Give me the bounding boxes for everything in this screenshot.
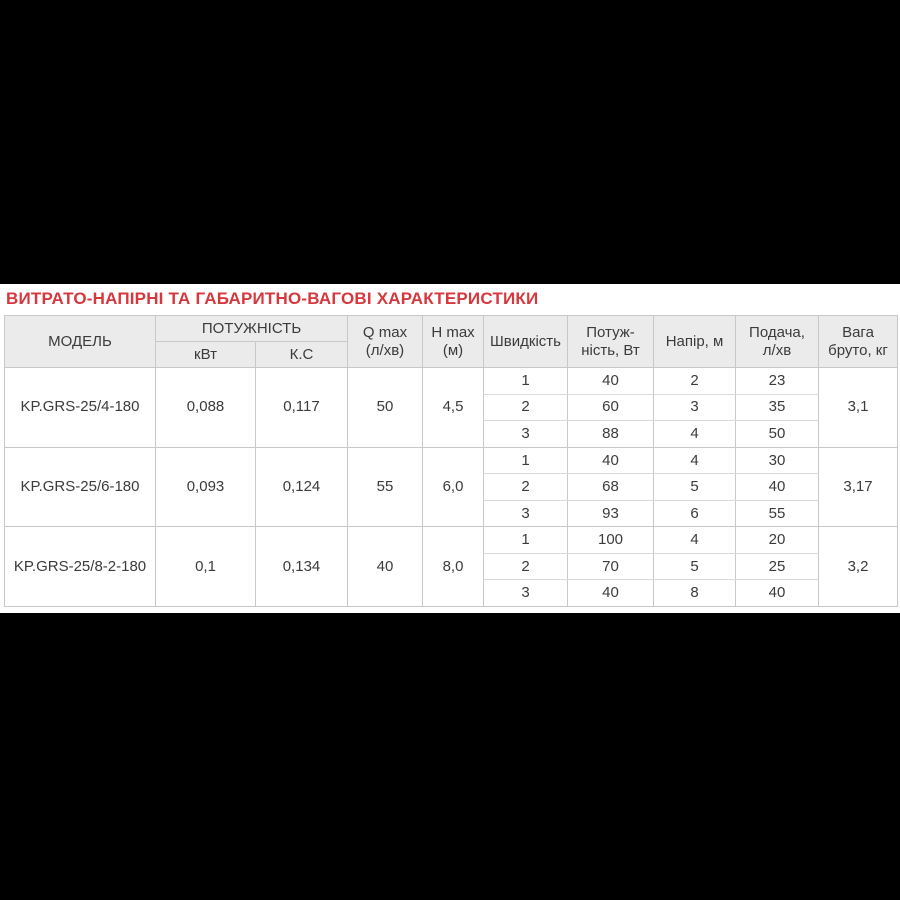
speed-cell: 3 [483,420,568,448]
qmax-cell: 55 [347,446,423,528]
col-header-model: МОДЕЛЬ [4,315,156,368]
col-header-power-watt: Потуж- ність, Вт [567,315,654,368]
col-header-qmax-line2: (л/хв) [365,341,405,359]
flow-cell: 55 [735,499,819,528]
flow-cell: 35 [735,393,819,422]
table-row: KP.GRS-25/8-2-180 0,1 0,134 40 8,0 1 100… [4,526,898,607]
model-group: KP.GRS-25/6-180 0,093 0,124 55 6,0 1 40 … [4,446,898,528]
table-row: 3 88 4 50 [5,420,898,448]
weight-cell: 3,17 [818,446,898,528]
power-watt-cell: 70 [567,552,654,581]
table-row: 2 70 5 25 [5,552,898,581]
col-header-flow: Подача, л/хв [735,315,819,368]
kw-cell: 0,088 [155,367,256,448]
power-watt-cell: 68 [567,473,654,501]
col-header-power-watt-line2: ність, Вт [581,341,640,359]
flow-cell: 40 [735,473,819,501]
table-row: KP.GRS-25/4-180 0,088 0,117 50 4,5 1 40 … [4,367,898,448]
qmax-cell: 50 [347,367,423,448]
col-header-hp: К.С [255,341,348,368]
table-row: 2 68 5 40 [5,473,898,501]
flow-cell: 20 [735,526,819,554]
flow-cell: 23 [735,367,819,395]
flow-cell: 30 [735,446,819,475]
model-group: KP.GRS-25/4-180 0,088 0,117 50 4,5 1 40 … [4,367,898,448]
col-header-qmax: Q max (л/хв) [347,315,423,368]
hp-cell: 0,117 [255,367,348,448]
power-watt-cell: 40 [567,367,654,395]
col-header-speed: Швидкість [483,315,568,368]
head-cell: 4 [653,526,736,554]
table-header: МОДЕЛЬ ПОТУЖНІСТЬ Q max (л/хв) H max (м)… [4,315,898,368]
head-cell: 3 [653,393,736,422]
head-cell: 4 [653,446,736,475]
hmax-cell: 8,0 [422,526,484,607]
col-header-weight-line2: бруто, кг [828,341,888,359]
weight-cell: 3,2 [818,526,898,607]
speed-cell: 2 [483,473,568,501]
col-header-qmax-line1: Q max [362,323,408,341]
col-header-hmax: H max (м) [422,315,484,368]
power-watt-cell: 40 [567,579,654,607]
head-cell: 4 [653,420,736,448]
col-header-hmax-line1: H max [431,323,475,341]
head-cell: 8 [653,579,736,607]
speed-cell: 3 [483,579,568,607]
content-area: ВИТРАТО-НАПІРНІ ТА ГАБАРИТНО-ВАГОВІ ХАРА… [0,284,900,613]
model-cell: KP.GRS-25/6-180 [4,446,156,528]
kw-cell: 0,1 [155,526,256,607]
table-row: 3 93 6 55 [5,499,898,528]
col-header-hmax-line2: (м) [442,341,464,359]
col-header-weight-line1: Вага [842,323,874,341]
hmax-cell: 6,0 [422,446,484,528]
letterbox-bottom [0,613,900,900]
table-row: KP.GRS-25/6-180 0,093 0,124 55 6,0 1 40 … [4,446,898,528]
col-header-flow-line2: л/хв [762,341,792,359]
power-watt-cell: 93 [567,499,654,528]
model-cell: KP.GRS-25/4-180 [4,367,156,448]
weight-cell: 3,1 [818,367,898,448]
speed-cell: 1 [483,446,568,475]
col-header-power: ПОТУЖНІСТЬ [155,315,348,342]
speed-cell: 1 [483,367,568,395]
speed-cell: 2 [483,393,568,422]
kw-cell: 0,093 [155,446,256,528]
col-header-power-watt-line1: Потуж- [586,323,635,341]
model-cell: KP.GRS-25/8-2-180 [4,526,156,607]
flow-cell: 25 [735,552,819,581]
speed-cell: 3 [483,499,568,528]
col-header-flow-line1: Подача, [749,323,805,341]
specs-table: МОДЕЛЬ ПОТУЖНІСТЬ Q max (л/хв) H max (м)… [4,315,898,607]
power-watt-cell: 40 [567,446,654,475]
head-cell: 2 [653,367,736,395]
speed-cell: 2 [483,552,568,581]
hp-cell: 0,124 [255,446,348,528]
letterbox-top [0,0,900,284]
power-watt-cell: 60 [567,393,654,422]
power-watt-cell: 100 [567,526,654,554]
head-cell: 5 [653,473,736,501]
flow-cell: 50 [735,420,819,448]
power-watt-cell: 88 [567,420,654,448]
model-group: KP.GRS-25/8-2-180 0,1 0,134 40 8,0 1 100… [4,526,898,607]
page-title: ВИТРАТО-НАПІРНІ ТА ГАБАРИТНО-ВАГОВІ ХАРА… [6,289,539,308]
head-cell: 6 [653,499,736,528]
head-cell: 5 [653,552,736,581]
flow-cell: 40 [735,579,819,607]
qmax-cell: 40 [347,526,423,607]
table-row: 3 40 8 40 [5,579,898,607]
speed-cell: 1 [483,526,568,554]
col-header-weight: Вага бруто, кг [818,315,898,368]
hp-cell: 0,134 [255,526,348,607]
hmax-cell: 4,5 [422,367,484,448]
col-header-head: Напір, м [653,315,736,368]
col-header-kw: кВт [155,341,256,368]
table-row: 2 60 3 35 [5,393,898,422]
